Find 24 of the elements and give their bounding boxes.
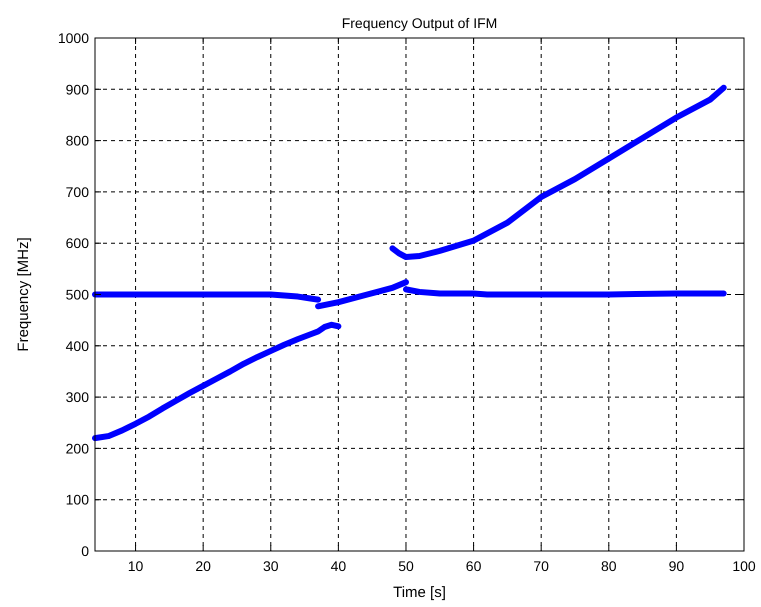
x-tick-label: 80	[601, 558, 617, 574]
y-tick-label: 400	[66, 338, 90, 354]
x-tick-label: 60	[466, 558, 482, 574]
x-tick-label: 20	[195, 558, 212, 574]
x-tick-label: 50	[398, 558, 414, 574]
x-tick-label: 70	[533, 558, 550, 574]
y-tick-label: 600	[66, 235, 90, 252]
x-axis-title: Time [s]	[393, 584, 446, 601]
y-tick-label: 1000	[58, 30, 90, 46]
x-tick-label: 10	[128, 558, 144, 574]
y-tick-label: 700	[66, 184, 90, 200]
x-tick-label: 30	[262, 558, 279, 574]
y-tick-label: 500	[66, 286, 90, 302]
y-axis-title: Frequency [MHz]	[15, 237, 32, 352]
x-tick-label: 100	[732, 558, 756, 574]
x-tick-label: 90	[668, 558, 684, 574]
x-tick-label: 40	[330, 558, 346, 574]
y-tick-label: 0	[81, 543, 90, 559]
y-tick-label: 200	[66, 440, 90, 456]
y-tick-label: 100	[66, 492, 90, 508]
y-tick-label: 900	[66, 81, 90, 98]
y-tick-label: 800	[66, 132, 90, 149]
y-tick-label: 300	[66, 389, 90, 406]
chart-title: Frequency Output of IFM	[342, 15, 498, 31]
